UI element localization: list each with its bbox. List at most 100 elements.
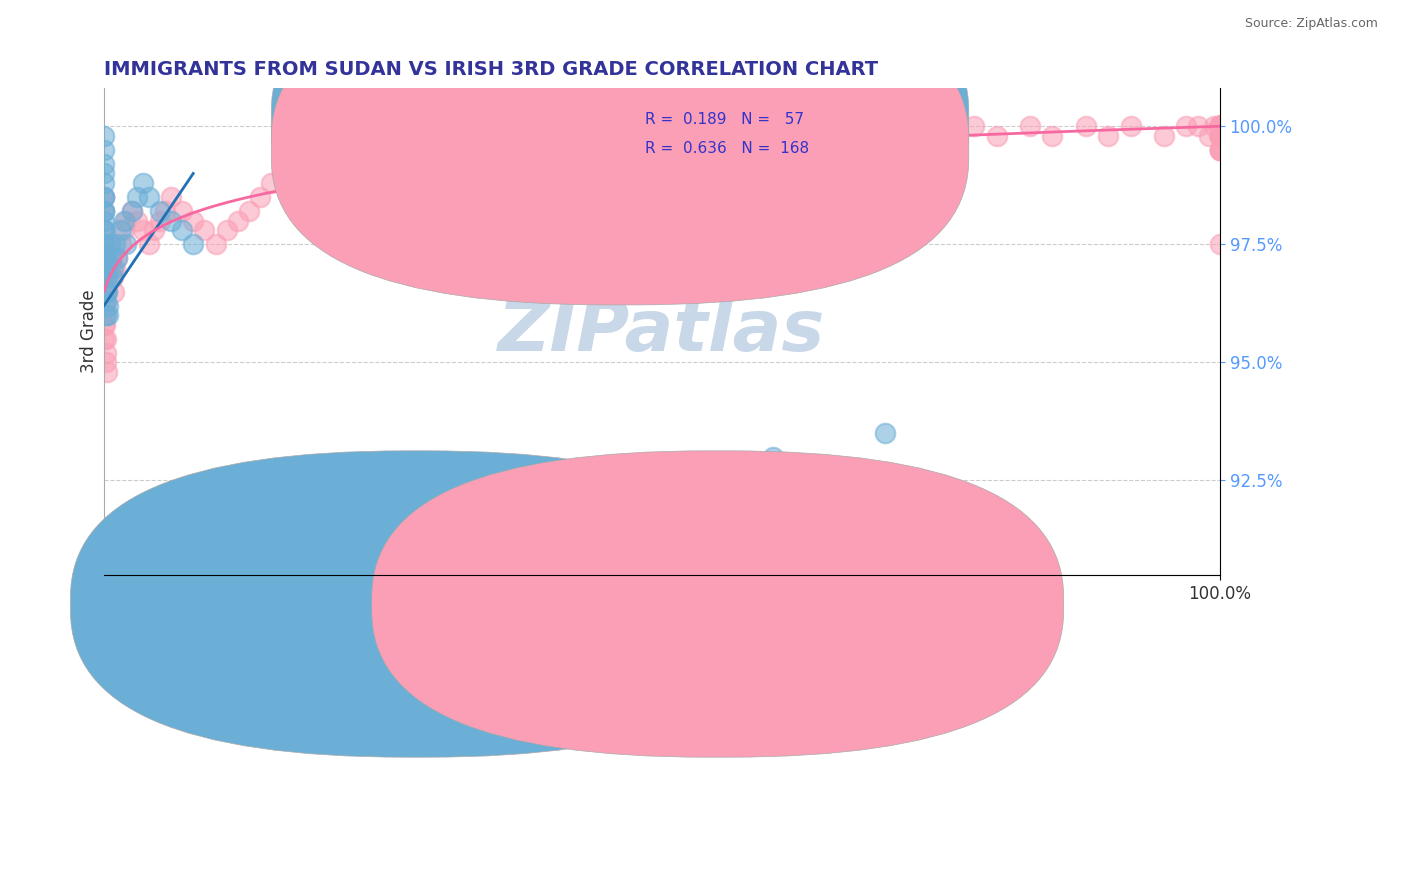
Point	[1204, 120, 1226, 134]
Point	[93, 213, 115, 227]
Point	[852, 128, 875, 143]
Point	[538, 497, 561, 511]
Point	[93, 223, 115, 237]
Point	[1209, 120, 1232, 134]
Point	[249, 190, 271, 204]
Point	[785, 128, 807, 143]
Point	[495, 143, 517, 157]
Point	[1209, 120, 1232, 134]
Point	[339, 166, 361, 180]
Point	[94, 332, 117, 346]
Point	[405, 143, 427, 157]
Point	[1119, 120, 1142, 134]
Point	[170, 204, 193, 219]
Point	[93, 128, 115, 143]
Point	[103, 285, 125, 299]
Point	[93, 332, 115, 346]
Point	[1209, 120, 1232, 134]
Point	[226, 213, 249, 227]
Point	[1209, 128, 1232, 143]
Point	[1209, 120, 1232, 134]
Point	[1209, 143, 1232, 157]
Point	[294, 567, 316, 582]
Point	[696, 128, 718, 143]
FancyBboxPatch shape	[70, 450, 762, 757]
Point	[160, 190, 183, 204]
Point	[1209, 120, 1232, 134]
Point	[1209, 128, 1232, 143]
Text: Source: ZipAtlas.com: Source: ZipAtlas.com	[1244, 17, 1378, 29]
Point	[93, 260, 115, 275]
Point	[112, 223, 135, 237]
Point	[561, 157, 583, 171]
Point	[963, 120, 986, 134]
Text: Immigrants from Sudan: Immigrants from Sudan	[437, 592, 619, 607]
Point	[1209, 120, 1232, 134]
Point	[112, 213, 135, 227]
Point	[1209, 120, 1232, 134]
Point	[110, 237, 132, 252]
Point	[96, 285, 118, 299]
Text: ZIPatlas: ZIPatlas	[498, 297, 825, 366]
Point	[1209, 120, 1232, 134]
Point	[1209, 120, 1232, 134]
Point	[1209, 120, 1232, 134]
Point	[1209, 120, 1232, 134]
Point	[1209, 120, 1232, 134]
Point	[371, 143, 394, 157]
Point	[94, 293, 117, 308]
Point	[875, 426, 897, 441]
Point	[104, 260, 127, 275]
Point	[1209, 120, 1232, 134]
Point	[1209, 120, 1232, 134]
Point	[93, 285, 115, 299]
FancyBboxPatch shape	[271, 0, 969, 278]
Point	[93, 204, 115, 219]
Point	[96, 285, 118, 299]
Point	[215, 223, 238, 237]
Point	[96, 252, 118, 266]
Point	[93, 176, 115, 190]
Point	[93, 204, 115, 219]
Point	[93, 166, 115, 180]
Point	[1153, 128, 1175, 143]
Point	[1209, 120, 1232, 134]
Point	[93, 318, 115, 332]
Point	[93, 190, 115, 204]
Point	[1209, 120, 1232, 134]
Point	[1209, 143, 1232, 157]
Point	[1209, 120, 1232, 134]
Point	[127, 213, 149, 227]
Point	[450, 143, 472, 157]
Point	[1209, 120, 1232, 134]
Point	[1209, 120, 1232, 134]
Point	[1175, 120, 1198, 134]
Point	[818, 120, 841, 134]
Text: R =  0.636   N =  168: R = 0.636 N = 168	[645, 141, 810, 156]
Point	[283, 157, 305, 171]
Point	[149, 204, 172, 219]
Point	[1209, 120, 1232, 134]
Point	[149, 213, 172, 227]
Point	[1209, 120, 1232, 134]
Point	[371, 534, 394, 549]
Point	[98, 237, 121, 252]
Point	[93, 270, 115, 285]
Point	[1209, 120, 1232, 134]
Point	[1209, 120, 1232, 134]
Point	[316, 554, 339, 568]
Point	[1209, 128, 1232, 143]
Point	[1209, 120, 1232, 134]
Point	[93, 237, 115, 252]
Point	[93, 246, 115, 260]
Text: IMMIGRANTS FROM SUDAN VS IRISH 3RD GRADE CORRELATION CHART: IMMIGRANTS FROM SUDAN VS IRISH 3RD GRADE…	[104, 60, 879, 78]
Point	[93, 260, 115, 275]
Point	[305, 176, 328, 190]
FancyBboxPatch shape	[583, 98, 918, 171]
Point	[204, 549, 226, 563]
Point	[1209, 120, 1232, 134]
Point	[93, 223, 115, 237]
Point	[1209, 120, 1232, 134]
Point	[427, 520, 450, 534]
Point	[1209, 120, 1232, 134]
